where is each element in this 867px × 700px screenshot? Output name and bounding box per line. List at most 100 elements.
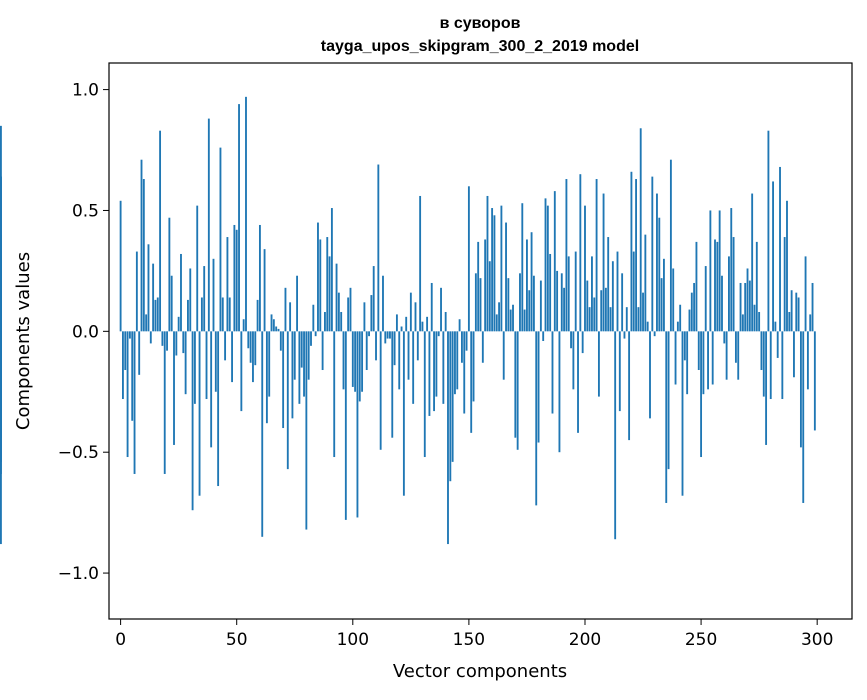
bar-19 — [163, 331, 166, 474]
bar-68 — [277, 328, 280, 332]
bar-134 — [430, 282, 433, 332]
bar-203 — [591, 256, 593, 332]
bar-259 — [721, 275, 723, 332]
bar-125 — [409, 292, 412, 332]
bar-0 — [119, 200, 122, 332]
bar-184 — [546, 205, 549, 332]
bar-225 — [642, 292, 644, 332]
bar-235 — [665, 331, 668, 503]
bar-231 — [656, 193, 658, 332]
bar-215 — [618, 331, 621, 412]
bar-113 — [382, 275, 384, 332]
bar-277 — [762, 331, 765, 397]
x-axis-ticks: 0 50 100 150 200 250 300 — [115, 619, 833, 650]
bar-59 — [256, 299, 259, 332]
bar-283 — [776, 331, 779, 358]
bar-108 — [370, 295, 373, 332]
bar-288 — [788, 311, 791, 332]
y-tick-label: 0.5 — [72, 201, 99, 221]
bar-237 — [669, 159, 672, 332]
bar-242 — [681, 331, 684, 496]
bar-133 — [428, 331, 431, 416]
bar-172 — [519, 273, 521, 332]
bar-210 — [607, 237, 610, 332]
bar-57 — [252, 331, 254, 383]
bar-143 — [451, 331, 454, 462]
bar-106 — [365, 331, 368, 371]
bar-155 — [479, 278, 482, 332]
bar-79 — [303, 331, 305, 397]
bar-208 — [602, 193, 605, 332]
bar-232 — [658, 217, 661, 332]
bar-15 — [154, 299, 157, 332]
bar-269 — [744, 282, 747, 332]
bar-32 — [193, 331, 196, 404]
bar-191 — [563, 287, 566, 332]
x-tick-label: 250 — [685, 630, 717, 650]
bar-247 — [693, 282, 696, 332]
y-axis-label: Components values — [13, 252, 34, 430]
bar-202 — [588, 307, 591, 332]
bar-252 — [704, 266, 707, 332]
bar-53 — [242, 319, 245, 332]
bar-22 — [170, 275, 173, 332]
bar-16 — [156, 297, 159, 332]
bar-18 — [161, 331, 164, 346]
bar-187 — [553, 191, 556, 332]
bar-159 — [488, 261, 491, 332]
bar-295 — [804, 256, 807, 332]
bar-160 — [491, 208, 494, 332]
bar-27 — [182, 331, 185, 354]
chart-title-line-1: в суворов — [440, 15, 521, 32]
bar-221 — [632, 251, 635, 332]
bar-245 — [688, 309, 691, 332]
bar-132 — [426, 316, 429, 332]
bar-34 — [198, 331, 201, 496]
bar-82 — [310, 331, 312, 346]
bar-240 — [676, 321, 679, 332]
bar-183 — [544, 198, 547, 332]
bar-55 — [247, 331, 250, 349]
bar-234 — [663, 258, 665, 332]
bar-80 — [305, 331, 308, 530]
bar-121 — [400, 326, 403, 332]
bar-87 — [321, 331, 324, 371]
bar-291 — [795, 292, 798, 332]
bar-193 — [567, 256, 570, 332]
bar-157 — [484, 239, 487, 332]
bar-102 — [356, 331, 359, 518]
x-tick-label: 100 — [337, 630, 369, 650]
bar-90 — [328, 256, 331, 332]
bar-65 — [270, 314, 273, 332]
bar-199 — [581, 331, 584, 354]
bar-282 — [774, 321, 777, 332]
bar-13 — [149, 331, 152, 344]
bar-51 — [238, 104, 240, 332]
bar-33 — [196, 205, 199, 332]
bar-73 — [289, 302, 292, 332]
bar-243 — [683, 331, 686, 361]
bar-43 — [219, 147, 222, 332]
bar-276 — [760, 331, 763, 371]
bar-115 — [386, 331, 389, 339]
bar-46 — [226, 237, 229, 332]
bar-178 — [532, 275, 535, 332]
bar-226 — [644, 234, 647, 332]
bar-75 — [293, 331, 296, 380]
bar-278 — [765, 331, 768, 445]
bar-246 — [690, 292, 693, 332]
bar-280 — [769, 331, 772, 400]
bar-164 — [500, 205, 503, 332]
bar-266 — [737, 331, 740, 380]
bar-267 — [739, 282, 742, 332]
bar-218 — [625, 307, 628, 332]
bar-249 — [697, 331, 700, 371]
bar-216 — [621, 273, 624, 332]
y-tick-label: −0.5 — [58, 443, 99, 463]
bar-273 — [753, 304, 756, 332]
bar-5 — [131, 331, 134, 421]
bar-40 — [212, 258, 215, 332]
x-tick-label: 200 — [569, 630, 601, 650]
bar-173 — [521, 203, 524, 332]
